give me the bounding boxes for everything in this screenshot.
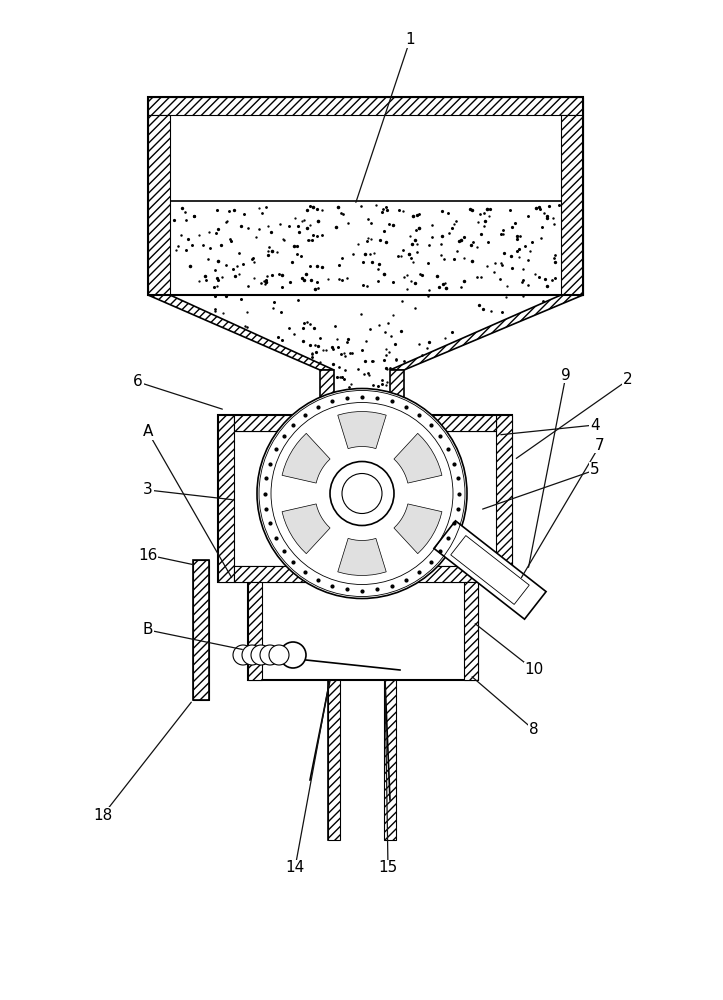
Bar — [193, 560, 209, 700]
Text: 15: 15 — [378, 860, 398, 876]
Bar — [320, 370, 334, 415]
Polygon shape — [390, 295, 583, 370]
Bar — [384, 680, 396, 840]
Text: A: A — [143, 424, 153, 440]
Circle shape — [251, 645, 271, 665]
Text: 6: 6 — [133, 374, 143, 389]
Bar — [193, 560, 209, 700]
Bar — [248, 582, 262, 680]
Text: 7: 7 — [595, 438, 605, 452]
Text: 14: 14 — [286, 860, 304, 876]
Circle shape — [233, 645, 253, 665]
Polygon shape — [338, 538, 386, 575]
Text: 1: 1 — [405, 32, 415, 47]
Bar — [248, 582, 478, 680]
Bar — [328, 680, 340, 840]
Circle shape — [257, 388, 467, 598]
Polygon shape — [450, 536, 529, 604]
Text: 2: 2 — [623, 372, 633, 387]
Bar — [561, 115, 583, 295]
Text: 16: 16 — [138, 548, 158, 562]
Polygon shape — [282, 504, 330, 554]
Circle shape — [269, 645, 289, 665]
Polygon shape — [148, 295, 334, 370]
Bar — [218, 415, 512, 582]
Circle shape — [330, 462, 394, 526]
Circle shape — [342, 474, 382, 514]
Polygon shape — [394, 433, 442, 483]
Circle shape — [242, 645, 262, 665]
Polygon shape — [338, 412, 386, 449]
Text: 4: 4 — [590, 418, 600, 432]
Bar — [148, 115, 170, 295]
Text: 9: 9 — [561, 367, 571, 382]
Polygon shape — [282, 433, 330, 483]
Text: 5: 5 — [590, 462, 600, 478]
Text: B: B — [142, 622, 153, 638]
Bar — [234, 566, 496, 582]
Bar — [148, 97, 583, 115]
Bar — [496, 415, 512, 582]
Text: 3: 3 — [143, 483, 153, 497]
Text: 10: 10 — [524, 662, 544, 678]
Bar — [464, 582, 478, 680]
Bar — [390, 370, 404, 415]
Bar — [218, 415, 234, 582]
Bar — [148, 97, 583, 295]
Polygon shape — [394, 504, 442, 554]
Text: 8: 8 — [529, 722, 539, 738]
Bar — [234, 415, 496, 431]
Circle shape — [280, 642, 306, 668]
Polygon shape — [434, 521, 546, 619]
Circle shape — [260, 645, 280, 665]
Text: 18: 18 — [93, 808, 113, 822]
